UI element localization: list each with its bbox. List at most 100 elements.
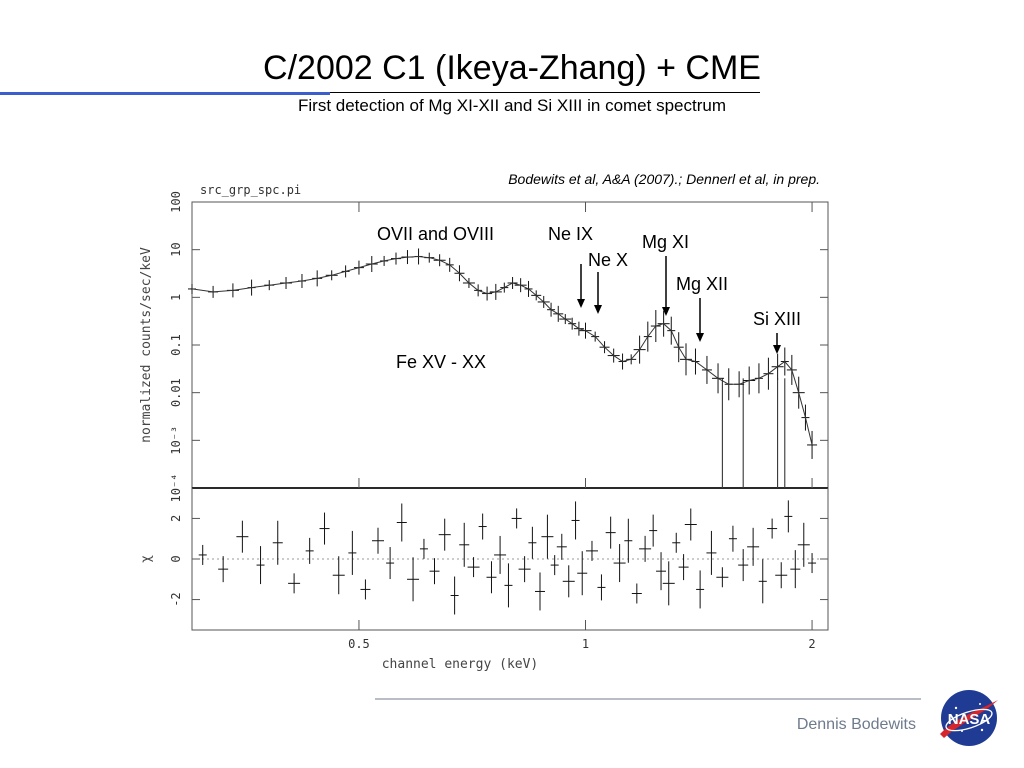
annotation-label: Mg XII (676, 274, 728, 294)
x-tick-label: 0.5 (348, 637, 370, 651)
x-tick-label: 2 (808, 637, 815, 651)
residual-point (672, 532, 681, 553)
residual-point (541, 514, 554, 559)
residual-point (550, 555, 559, 576)
x-tick-label: 1 (582, 637, 589, 651)
residual-point (494, 535, 507, 574)
residual-point (372, 527, 385, 554)
spectrum-model-line (191, 255, 813, 446)
annotation-label: Fe XV - XX (396, 352, 486, 372)
nasa-logo-text: NASA (948, 711, 991, 728)
annotation-label: Ne X (588, 250, 628, 270)
annotation-fe-xv-xx: Fe XV - XX (396, 352, 486, 372)
annotation-arrow-head (773, 345, 781, 354)
residual-point (597, 574, 606, 601)
title-accent-rule (0, 92, 330, 95)
residual-point (236, 520, 249, 553)
residual-point (288, 573, 301, 594)
residual-point (486, 561, 497, 594)
residual-point (758, 559, 767, 604)
source-label: src_grp_spc.pi (200, 183, 301, 197)
residual-point (585, 540, 598, 561)
residual-point (696, 570, 705, 609)
residual-point (656, 552, 667, 591)
annotation-arrow-head (696, 333, 704, 342)
residual-point (218, 556, 229, 583)
annotation-ovii-and-oviii: OVII and OVIII (377, 224, 494, 244)
residual-point (605, 516, 616, 549)
residual-point (407, 557, 420, 602)
residual-point (459, 522, 470, 567)
spectrum-y-tick-label: 0.01 (169, 378, 183, 407)
spectrum-y-tick-label: 100 (169, 191, 183, 213)
footer-author: Dennis Bodewits (796, 716, 916, 733)
residual-point (467, 557, 480, 578)
residual-point (396, 503, 407, 542)
residual-point (797, 522, 810, 567)
citation: Bodewits et al, A&A (2007).; Dennerl et … (508, 171, 820, 187)
footer-rule (375, 698, 921, 700)
residual-point (790, 550, 801, 589)
residual-point (305, 537, 314, 564)
residual-y-tick-label: 2 (169, 515, 183, 522)
residual-point (534, 572, 545, 611)
spectrum-frame (191, 201, 829, 489)
residual-point (738, 549, 749, 582)
y-axis-label: normalized counts/sec/keV (139, 247, 154, 443)
residual-point (429, 558, 440, 585)
residual-point (518, 556, 531, 583)
annotation-label: Si XIII (753, 309, 801, 329)
spectrum-y-tick-label: 0.1 (169, 334, 183, 356)
residual-point (649, 514, 658, 547)
spectrum-y-tick-label: 10⁻³ (169, 426, 183, 455)
residual-point (256, 546, 265, 585)
residual-point (728, 525, 737, 552)
residual-point (747, 527, 760, 566)
residual-point (450, 576, 459, 615)
residual-point (716, 567, 729, 588)
annotation-arrow-head (662, 307, 670, 316)
residual-point (504, 563, 513, 608)
residual-point (438, 518, 451, 551)
residual-point (419, 538, 428, 559)
residual-point (662, 561, 675, 606)
residual-point (348, 530, 357, 575)
residual-point (562, 565, 575, 598)
residual-point (706, 530, 717, 575)
residual-point (631, 583, 642, 604)
slide-title: C/2002 C1 (Ikeya-Zhang) + CME (263, 49, 761, 87)
residual-y-tick-label: 0 (169, 555, 183, 562)
residual-point (767, 518, 778, 539)
slide-subtitle: First detection of Mg XI-XII and Si XIII… (298, 96, 726, 115)
residual-point (808, 553, 817, 574)
annotation-label: Mg XI (642, 232, 689, 252)
residual-point (511, 508, 522, 529)
residual-point (360, 579, 371, 600)
annotation-mg-xii: Mg XII (676, 274, 728, 342)
nasa-logo: NASA (940, 690, 998, 746)
residual-panel: 2 0 -2 0.5 1 2 channel energy (keV) χ (139, 487, 829, 672)
residual-point (571, 501, 580, 540)
annotation-ne-ix: Ne IX (548, 224, 593, 308)
annotation-label: OVII and OVIII (377, 224, 494, 244)
residual-point (386, 547, 395, 580)
annotation-ne-x: Ne X (588, 250, 628, 314)
residual-point (639, 535, 652, 562)
annotation-label: Ne IX (548, 224, 593, 244)
spectrum-y-tick-label: 10 (169, 242, 183, 256)
spectrum-y-tick-label: 10⁻⁴ (169, 474, 183, 503)
residual-point (624, 518, 633, 563)
residual-point (678, 554, 689, 581)
residual-point (775, 562, 788, 589)
residual-point (198, 544, 207, 565)
residual-point (577, 551, 588, 596)
residual-point (613, 544, 626, 583)
residual-point (332, 556, 345, 595)
spectrum-y-tick-label: 1 (169, 294, 183, 301)
residual-point (556, 533, 567, 560)
x-axis-label: channel energy (keV) (382, 657, 539, 672)
residual-axis-label: χ (139, 555, 154, 563)
annotation-arrow-head (594, 305, 602, 314)
residual-point (272, 520, 283, 565)
